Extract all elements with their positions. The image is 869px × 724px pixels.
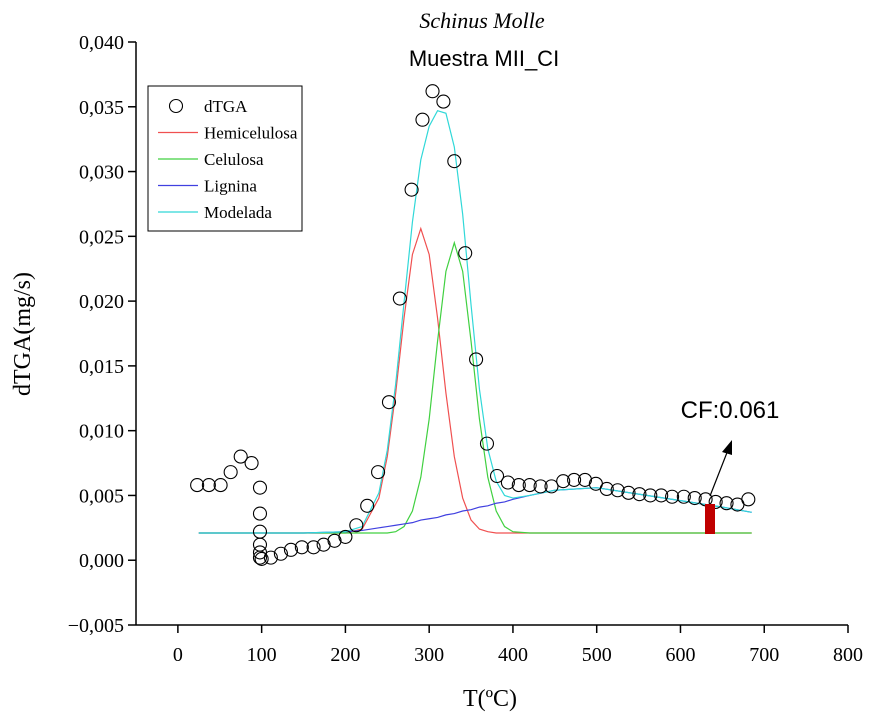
series-line [198, 240, 752, 534]
x-tick-label: 700 [749, 644, 779, 666]
data-point [371, 465, 386, 480]
y-tick-label: 0,025 [79, 226, 124, 248]
legend: dTGA Hemicelulosa Celulosa Lignina Modelada [147, 85, 303, 232]
data-point [213, 478, 228, 493]
data-point [654, 488, 669, 503]
data-point [556, 474, 571, 489]
data-point [599, 481, 614, 497]
data-point [233, 449, 248, 464]
data-point [252, 480, 268, 495]
data-point [479, 436, 495, 451]
data-point [415, 112, 430, 127]
annotation: CF:0.061 [681, 397, 780, 424]
data-point [621, 485, 636, 500]
y-tick-label: 0,015 [79, 356, 124, 378]
data-point [665, 489, 680, 504]
data-point [273, 546, 288, 561]
x-tick-label: 200 [330, 644, 360, 666]
data-point [447, 154, 462, 169]
data-point [392, 291, 407, 306]
legend-marker [168, 98, 184, 114]
data-point [511, 478, 526, 493]
x-axis-label: T(ºC) [463, 686, 517, 712]
data-point [425, 84, 440, 99]
plot-area: −0,005 0,000 0,005 0,010 0,015 0,020 0,025 0,03… [68, 32, 863, 666]
data-point [404, 182, 419, 197]
data-point [500, 475, 515, 490]
annotation-arrowhead [722, 440, 732, 455]
y-tick-label: 0,010 [79, 421, 124, 443]
x-tick-label: 300 [414, 644, 444, 666]
data-point [252, 537, 268, 552]
data-point [254, 551, 269, 566]
data-point [327, 533, 342, 548]
chart-subtitle: Muestra MII_CI [409, 46, 559, 71]
data-point [263, 550, 278, 565]
x-tick-label: 400 [498, 644, 528, 666]
data-point [252, 524, 268, 539]
data-point [676, 489, 691, 504]
data-point [643, 488, 658, 503]
y-tick-label: 0,020 [79, 291, 124, 313]
data-point [223, 465, 238, 480]
y-tick-label: 0,000 [79, 550, 124, 572]
y-tick-label: 0,040 [79, 32, 124, 54]
data-point [458, 246, 473, 261]
chart-title: Schinus Molle [419, 8, 544, 33]
data-point [610, 483, 625, 498]
data-point [687, 490, 702, 506]
data-point [577, 472, 593, 487]
data-point [316, 537, 331, 552]
data-point [632, 487, 647, 502]
legend-label: Lignina [204, 177, 257, 196]
legend-label: Hemicelulosa [204, 124, 298, 143]
y-tick-label: 0,030 [79, 162, 124, 184]
data-point [436, 94, 451, 109]
data-point [252, 550, 268, 565]
y-tick-label: −0,005 [68, 615, 124, 637]
y-axis-label: dTGA(mg/s) [10, 272, 36, 396]
x-tick-label: 800 [833, 644, 863, 666]
data-point [283, 542, 299, 557]
legend-label: Celulosa [204, 150, 264, 169]
data-point [244, 456, 259, 471]
data-point [741, 492, 756, 507]
data-point [338, 529, 353, 544]
data-point [306, 540, 321, 555]
series-line [198, 487, 752, 534]
legend-label: Modelada [204, 203, 272, 222]
data-point [533, 479, 548, 494]
data-point [294, 540, 309, 555]
data-point [252, 506, 268, 521]
x-tick-label: 600 [665, 644, 695, 666]
data-point [544, 479, 559, 494]
cf-highlight [705, 504, 715, 534]
data-point [349, 518, 364, 533]
x-tick-label: 0 [173, 644, 183, 666]
data-point [522, 478, 537, 493]
y-tick-label: 0,005 [79, 485, 124, 507]
data-point [381, 395, 397, 410]
annotation-arrow [709, 449, 729, 497]
data-point [360, 498, 375, 513]
y-tick-label: 0,035 [79, 97, 124, 119]
data-point [719, 496, 734, 511]
data-point [567, 472, 582, 487]
data-point [469, 352, 484, 367]
data-point [489, 468, 505, 484]
x-tick-label: 100 [247, 644, 277, 666]
data-point [201, 478, 216, 493]
data-point [190, 478, 205, 493]
data-point [708, 494, 723, 509]
x-tick-label: 500 [582, 644, 612, 666]
legend-label: dTGA [204, 97, 248, 116]
